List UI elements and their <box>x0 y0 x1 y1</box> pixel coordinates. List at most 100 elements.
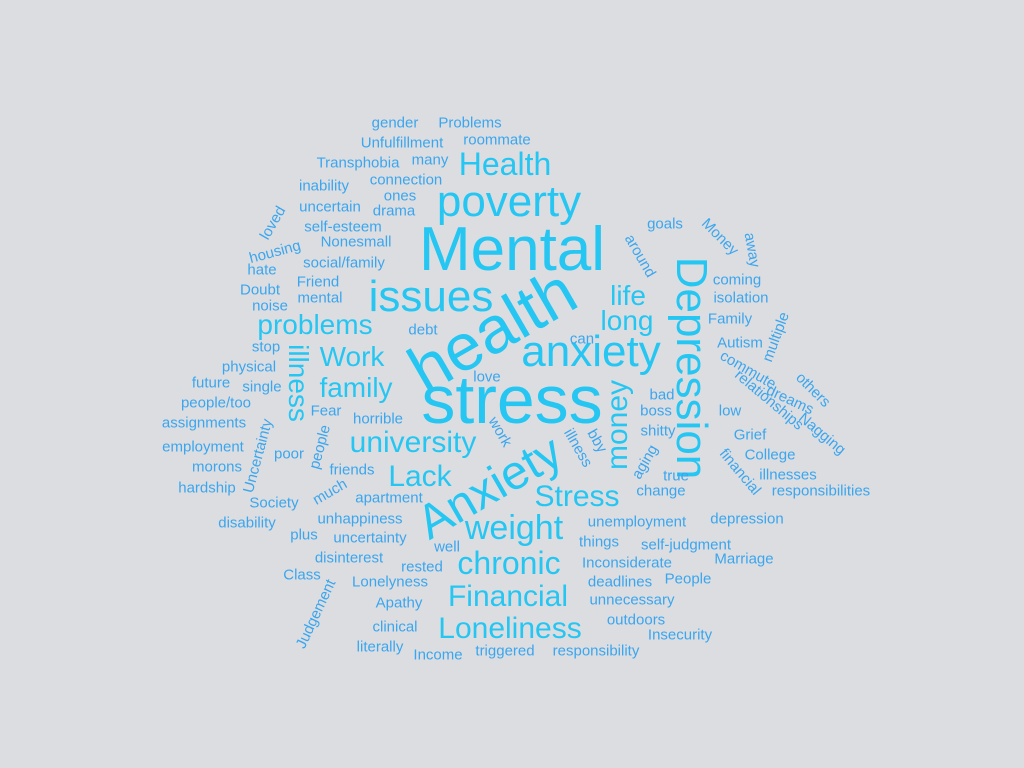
word: literally <box>356 638 404 656</box>
word: Income <box>413 646 463 664</box>
word: isolation <box>713 289 769 307</box>
word: uncertainty <box>333 529 407 547</box>
word: Lack <box>388 460 452 493</box>
word: love <box>473 368 501 386</box>
word: responsibilities <box>771 482 871 500</box>
word: noise <box>252 297 288 315</box>
word: apartment <box>355 489 423 507</box>
word: weight <box>464 509 564 547</box>
word: assignments <box>161 414 247 432</box>
word: Inconsiderate <box>581 554 673 572</box>
word: employment <box>162 438 244 456</box>
word: People <box>664 570 712 588</box>
word: shitty <box>640 422 676 440</box>
word: triggered <box>475 642 535 660</box>
word: Marriage <box>714 550 774 568</box>
word: Loneliness <box>438 612 582 645</box>
word: drama <box>372 202 416 220</box>
word: coming <box>712 271 762 289</box>
word: stress <box>421 362 603 438</box>
word: morons <box>191 458 243 476</box>
word: Depression <box>667 256 716 480</box>
word: unnecessary <box>589 591 675 609</box>
word: unhappiness <box>317 510 403 528</box>
word: away <box>740 231 764 269</box>
word: inability <box>298 177 350 195</box>
word: connection <box>369 171 443 189</box>
word: illness <box>283 344 314 422</box>
word: bad <box>649 386 675 404</box>
word: loved <box>256 203 290 243</box>
word: Grief <box>733 426 767 444</box>
word: long <box>600 305 654 336</box>
word: can <box>569 330 595 348</box>
word: goals <box>647 215 683 233</box>
word: change <box>636 482 686 500</box>
word: Health <box>458 146 552 182</box>
word: low <box>718 402 742 420</box>
word: Financial <box>447 580 569 613</box>
word: mental <box>297 289 343 307</box>
word: future <box>191 374 231 392</box>
word: Stress <box>534 480 620 513</box>
word: Autism <box>717 334 763 352</box>
word: problems <box>257 309 373 340</box>
word: poor <box>273 445 305 463</box>
word: Class <box>283 566 321 584</box>
word: chronic <box>457 545 561 581</box>
word: Nagging <box>795 409 849 459</box>
word: life <box>610 280 646 311</box>
word: unemployment <box>587 513 687 531</box>
word: horrible <box>352 410 404 428</box>
word: multiple <box>759 309 793 365</box>
word: true <box>663 467 689 485</box>
word: self-judgment <box>640 536 732 554</box>
word: College <box>744 446 796 464</box>
word: rested <box>401 558 443 576</box>
word: well <box>434 538 460 556</box>
word: outdoors <box>606 611 666 629</box>
word: money <box>601 379 634 471</box>
word: plus <box>290 526 318 544</box>
word: Fear <box>310 402 342 420</box>
word: Work <box>319 341 385 372</box>
word: Money <box>698 215 742 259</box>
word: boss <box>640 402 672 420</box>
word: disinterest <box>314 549 384 567</box>
word: gender <box>371 114 419 132</box>
word: people/too <box>180 394 252 412</box>
word: Problems <box>438 114 502 132</box>
word: illnesses <box>759 466 817 484</box>
word: Insecurity <box>647 626 713 644</box>
word: much <box>309 475 351 509</box>
word: uncertain <box>299 198 361 216</box>
word: self-esteem <box>304 218 382 236</box>
word: Society <box>249 494 299 512</box>
word: issues <box>368 272 494 321</box>
word: deadlines <box>587 573 653 591</box>
word: stop <box>251 338 281 356</box>
word: Doubt <box>239 281 281 299</box>
word: clinical <box>372 618 418 636</box>
word: single <box>242 378 282 396</box>
word: Nonesmall <box>320 233 392 251</box>
word: Judgement <box>292 576 340 652</box>
word: Family <box>707 310 753 328</box>
word: depression <box>710 510 784 528</box>
word: many <box>411 151 449 169</box>
word: aging <box>628 441 662 483</box>
word: Apathy <box>375 594 423 612</box>
word: debt <box>408 321 438 339</box>
word: Friend <box>296 273 340 291</box>
word: physical <box>221 358 277 376</box>
word: Mental <box>418 215 606 284</box>
word: Unfulfillment <box>360 134 444 152</box>
word: social/family <box>303 254 385 272</box>
word: Lonelyness <box>352 573 428 591</box>
word: hardship <box>178 479 236 497</box>
word: responsibility <box>552 642 640 660</box>
word: disability <box>218 514 276 532</box>
word: around <box>620 231 660 281</box>
word: university <box>349 426 477 459</box>
